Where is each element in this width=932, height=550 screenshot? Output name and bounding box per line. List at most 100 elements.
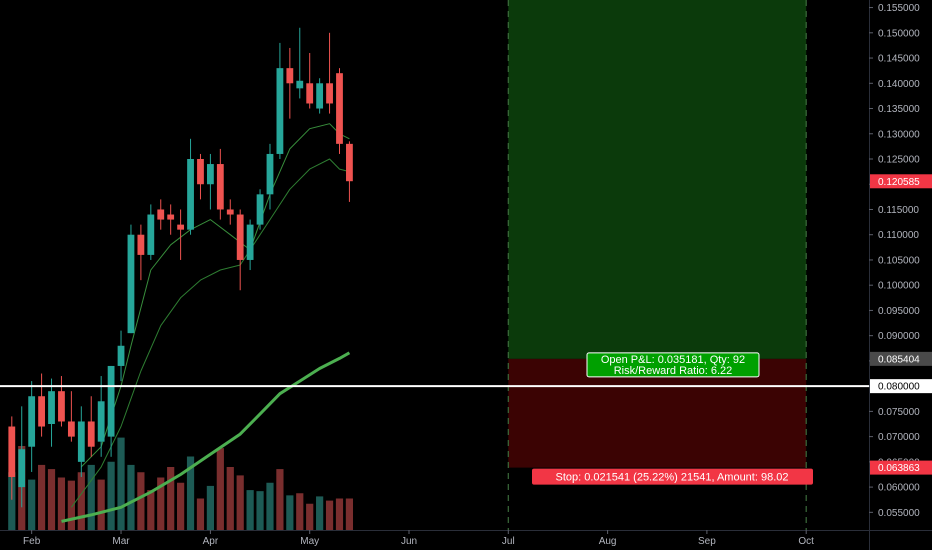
volume-bar — [276, 469, 284, 530]
price-tag-label: 0.085404 — [878, 354, 920, 365]
price-tag — [870, 174, 932, 189]
candle-body — [58, 391, 65, 422]
candle-body — [256, 194, 264, 225]
candle-body — [87, 421, 95, 447]
time-tick-label: Jul — [502, 536, 515, 547]
volume-bar — [97, 479, 105, 530]
volume-bar — [306, 503, 314, 530]
volume-bar — [77, 472, 85, 530]
pnl-text: Open P&L: 0.035181, Qty: 92 — [601, 354, 745, 366]
volume-bar — [316, 496, 324, 530]
price-tick-label: 0.060000 — [878, 483, 920, 494]
time-tick-label: Oct — [798, 536, 814, 547]
price-tag-label: 0.063863 — [878, 463, 920, 474]
candle-body — [266, 153, 274, 195]
stop-text: Stop: 0.021541 (25.22%) 21541, Amount: 9… — [555, 472, 788, 484]
volume-bar — [57, 477, 66, 530]
price-tick-label: 0.055000 — [878, 508, 920, 519]
candle-body — [157, 209, 165, 220]
risk-reward-text: Risk/Reward Ratio: 6.22 — [614, 365, 733, 377]
price-tick-label: 0.115000 — [878, 205, 919, 216]
candle-body — [296, 80, 304, 89]
volume-bar — [107, 461, 115, 530]
volume-bar — [167, 467, 175, 530]
candle-body — [147, 214, 155, 255]
volume-bar — [147, 490, 155, 530]
time-tick-label: May — [300, 536, 319, 547]
candle-body — [276, 68, 284, 154]
price-tick-label: 0.090000 — [878, 331, 920, 342]
candle-body — [107, 365, 115, 437]
price-tag — [870, 351, 932, 366]
candle-body — [8, 426, 16, 477]
candle-body — [236, 214, 244, 260]
candle-body — [306, 83, 314, 104]
candle-body — [216, 164, 224, 210]
ma-long-line — [61, 351, 351, 523]
candle-body — [117, 345, 125, 366]
candle-body — [246, 224, 254, 260]
time-tick-label: Apr — [203, 536, 219, 547]
volume-bar — [226, 467, 234, 530]
price-tick-label: 0.150000 — [878, 28, 920, 39]
price-tick-label: 0.135000 — [878, 104, 920, 115]
candle-body — [48, 391, 55, 424]
volume-bar — [186, 456, 195, 530]
candle-body — [207, 164, 214, 185]
candle-body — [167, 214, 175, 220]
volume-bar — [335, 498, 344, 530]
volume-bar — [216, 448, 224, 530]
candle-body — [127, 234, 135, 334]
price-tick-label: 0.125000 — [878, 155, 920, 166]
time-tick-label: Sep — [698, 536, 716, 547]
price-tag-label: 0.080000 — [878, 382, 920, 393]
candle-body — [326, 83, 333, 104]
pnl-label-box — [586, 352, 760, 378]
price-tick-label: 0.095000 — [878, 306, 920, 317]
volume-bar — [256, 491, 264, 530]
candle-body — [97, 401, 105, 442]
volume-bar — [286, 495, 294, 530]
candle-body — [77, 421, 85, 462]
volume-bar — [37, 464, 46, 530]
ma-mid-line — [70, 158, 350, 508]
time-tick-label: Feb — [23, 536, 41, 547]
price-tick-label: 0.075000 — [878, 407, 920, 418]
price-tick-label: 0.145000 — [878, 54, 920, 65]
volume-bar — [177, 482, 185, 530]
time-tick-label: Mar — [112, 536, 130, 547]
time-tick-label: Aug — [599, 536, 617, 547]
price-tick-label: 0.110000 — [878, 230, 919, 241]
volume-bar — [196, 498, 205, 530]
volume-bar — [206, 485, 214, 530]
candle-body — [286, 68, 294, 84]
price-tag — [870, 460, 932, 475]
candle-body — [187, 159, 194, 230]
price-tag — [870, 379, 932, 394]
stop-label-box — [532, 468, 813, 485]
target-zone — [508, 0, 807, 359]
candle-body — [336, 73, 343, 144]
volume-bar — [345, 498, 354, 530]
price-tick-label: 0.100000 — [878, 281, 920, 292]
candle-body — [177, 224, 185, 230]
volume-bar — [266, 482, 274, 530]
price-tick-label: 0.130000 — [878, 129, 920, 140]
volume-bar — [236, 475, 244, 530]
volume-bar — [325, 500, 334, 530]
price-tag-label: 0.120585 — [878, 177, 920, 188]
volume-bar — [157, 477, 165, 530]
candle-body — [28, 396, 36, 447]
price-tick-label: 0.155000 — [878, 3, 920, 14]
candle-body — [346, 143, 353, 182]
volume-bar — [28, 479, 36, 530]
candle-body — [316, 83, 324, 109]
price-tick-label: 0.070000 — [878, 432, 920, 443]
volume-bar — [137, 472, 145, 530]
price-tick-label: 0.105000 — [878, 255, 920, 266]
price-tick-label: 0.140000 — [878, 79, 920, 90]
volume-bar — [67, 480, 75, 530]
candle-body — [197, 159, 204, 185]
candle-body — [67, 421, 75, 437]
